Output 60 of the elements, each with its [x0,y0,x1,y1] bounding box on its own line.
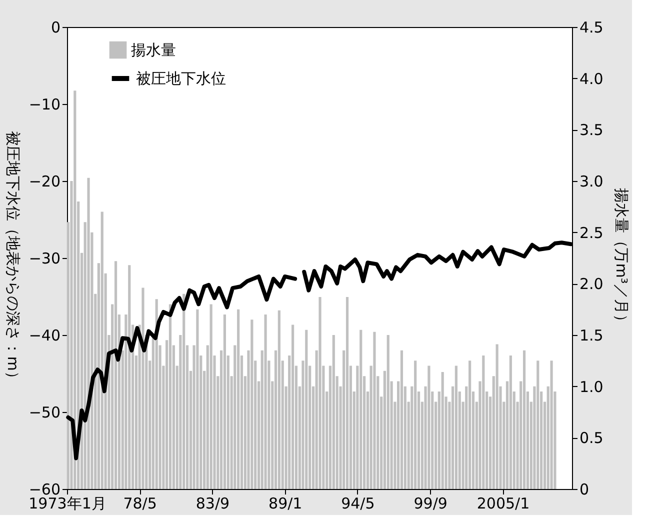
bar [468,360,472,489]
x-tick-label: 99/9 [414,494,448,512]
bar [250,320,254,489]
bar [168,304,172,489]
legend-label: 揚水量 [131,41,176,59]
bar [100,212,104,489]
y2-tick-label: 2.0 [580,275,604,294]
bar [454,366,458,489]
bar [237,309,240,489]
y2-tick-label: 0 [580,480,590,498]
bar [210,304,212,489]
y2-tick-label: 4.5 [580,18,604,36]
bar [291,324,294,489]
x-tick-label: 78/5 [123,494,157,512]
bar [305,330,308,489]
y-tick-label: −20 [28,172,60,190]
x-tick-label: 83/9 [196,494,230,512]
bar [264,314,267,489]
x-tick-label: 94/5 [341,494,375,512]
bar [346,297,349,489]
y-axis-title: 被圧地下水位（地表からの深さ：m） [4,131,22,386]
bar [223,314,226,489]
y2-axis-title: 揚水量（万m³／月） [612,188,630,329]
bar [373,332,376,489]
bar [482,356,485,489]
bar [114,261,118,489]
bar [550,360,553,489]
bar [142,288,144,489]
y2-tick-label: 3.5 [580,121,604,140]
y-tick-label: 0 [50,18,60,36]
bar [278,310,280,489]
y-tick-label: −50 [28,404,60,422]
y-tick-label: −30 [28,250,60,268]
y-tick-label: −40 [28,326,60,344]
bar [400,350,404,489]
y2-tick-label: 4.0 [580,70,604,88]
bar [441,372,444,489]
bar [128,265,131,489]
bar [428,366,430,489]
bar [360,330,362,489]
bar [386,335,390,489]
y2-tick-label: 1.0 [580,378,604,396]
bar [87,178,90,489]
bar [332,335,335,489]
y2-tick-label: 1.5 [580,326,604,344]
bar [509,356,512,489]
bar [522,350,526,489]
y2-tick-label: 3.0 [580,172,604,190]
bar [536,360,540,489]
y2-tick-label: 0.5 [580,429,604,448]
y2-tick-label: 2.5 [580,224,604,242]
bar [196,309,199,489]
bar [414,360,417,489]
x-tick-label: 89/1 [268,494,302,512]
bar [496,344,498,489]
legend-label: 被圧地下水位 [136,70,226,88]
bar [318,297,322,489]
bar [182,294,186,489]
y-tick-label: −10 [28,96,60,114]
x-tick-label: 2005/1 [476,494,530,512]
